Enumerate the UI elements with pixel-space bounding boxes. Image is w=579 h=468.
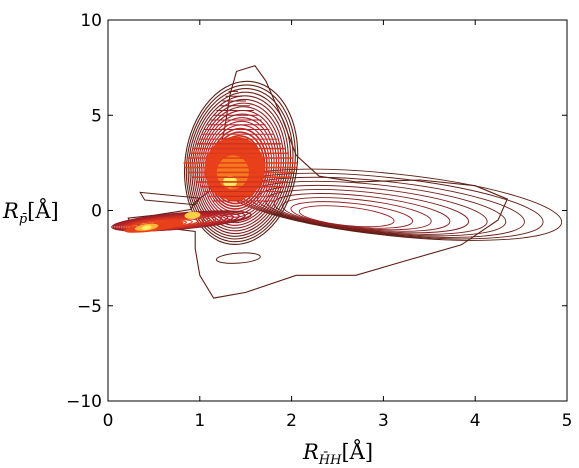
y-tick-label: 5 bbox=[91, 106, 102, 126]
y-tick-labels: 10 5 0 −5 −10 bbox=[66, 11, 102, 412]
y-tick-label: −5 bbox=[77, 297, 102, 317]
contour-line bbox=[282, 197, 432, 231]
outer-contour bbox=[215, 252, 261, 264]
x-tick-label: 3 bbox=[378, 411, 389, 431]
y-tick-label: 0 bbox=[91, 202, 102, 222]
outer-contour bbox=[139, 191, 201, 206]
y-tick-label: −10 bbox=[66, 392, 102, 412]
x-tick-label: 5 bbox=[562, 411, 573, 431]
contour-lines bbox=[111, 65, 563, 299]
x-tick-label: 4 bbox=[470, 411, 481, 431]
contour-line bbox=[256, 184, 488, 235]
x-tick-labels: 0 1 2 3 4 5 bbox=[103, 411, 573, 431]
y-tick-label: 10 bbox=[80, 11, 102, 31]
ridge-peak bbox=[141, 225, 152, 230]
axis-ticks bbox=[107, 19, 568, 402]
contour-line bbox=[290, 201, 414, 229]
x-tick-label: 1 bbox=[194, 411, 205, 431]
ridge-core bbox=[184, 211, 201, 219]
y-axis-label: Rp̄[Å] bbox=[2, 198, 59, 227]
plot-area bbox=[108, 20, 567, 401]
x-tick-label: 0 bbox=[103, 411, 114, 431]
contour-line bbox=[187, 88, 294, 240]
contour-line bbox=[183, 80, 299, 246]
contour-line bbox=[185, 84, 296, 243]
x-axis-label: RH̄H[Å] bbox=[302, 439, 373, 468]
contour-line bbox=[298, 205, 395, 228]
x-tick-label: 2 bbox=[286, 411, 297, 431]
